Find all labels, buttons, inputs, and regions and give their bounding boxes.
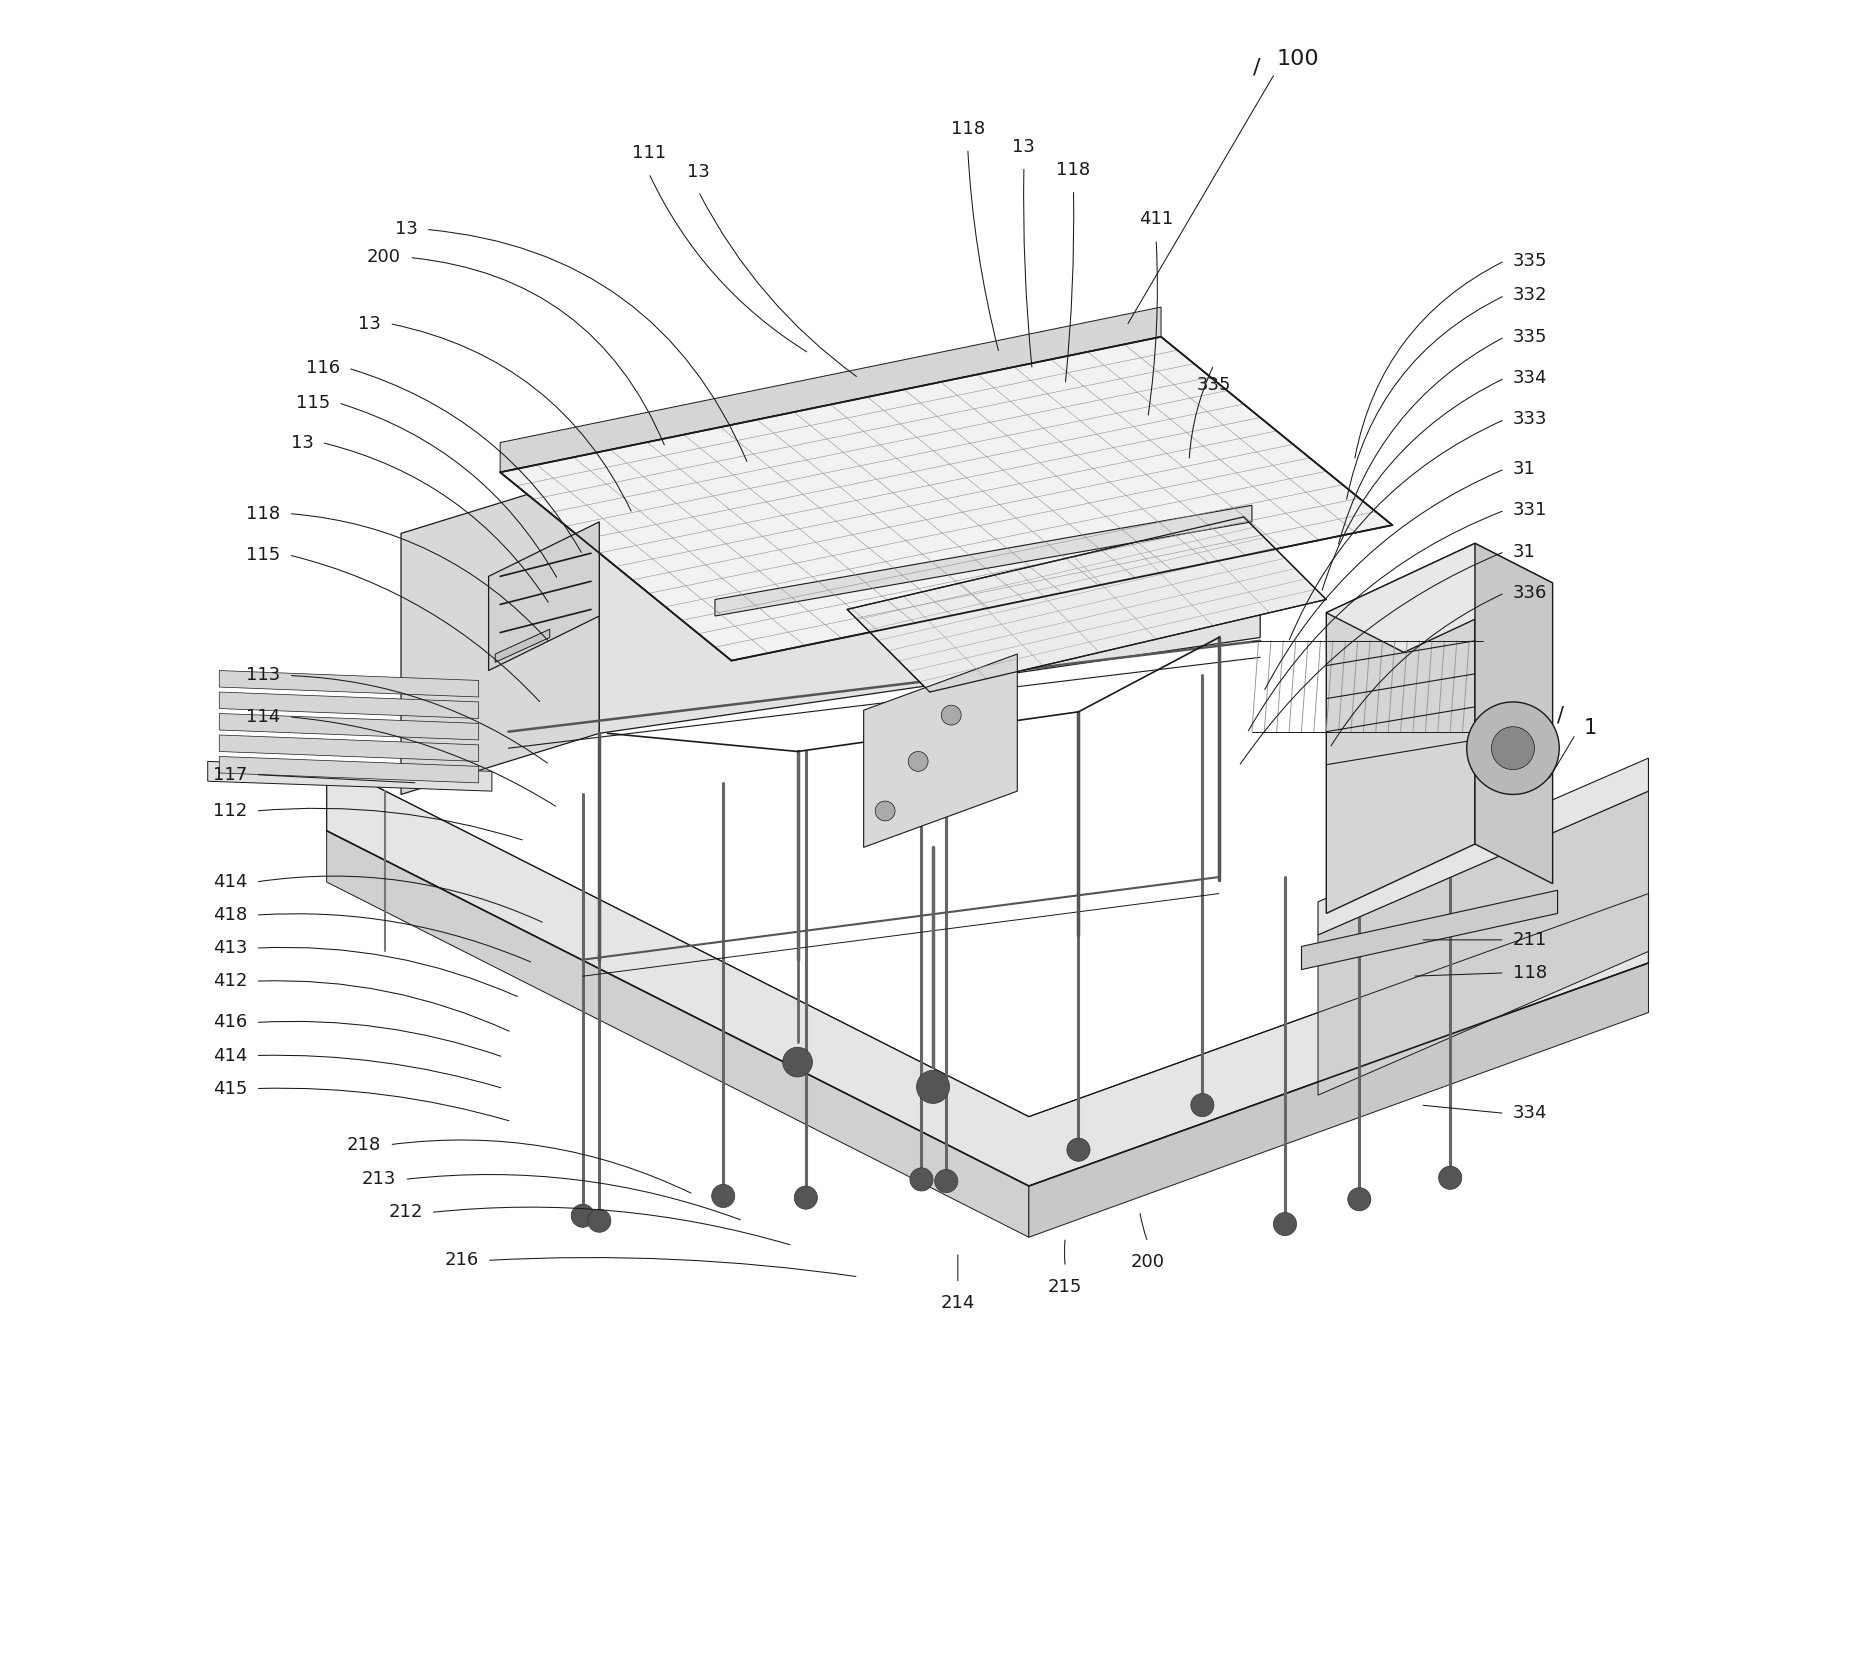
Polygon shape xyxy=(401,472,598,794)
Circle shape xyxy=(1467,702,1559,794)
Text: /: / xyxy=(1557,705,1565,725)
Circle shape xyxy=(711,1185,735,1208)
Circle shape xyxy=(1491,727,1535,770)
Text: 13: 13 xyxy=(358,314,381,333)
Text: 335: 335 xyxy=(1512,328,1548,346)
Text: 13: 13 xyxy=(1013,137,1036,156)
Text: 115: 115 xyxy=(296,394,330,412)
Text: 214: 214 xyxy=(940,1294,976,1312)
Text: 13: 13 xyxy=(687,162,709,180)
Text: 335: 335 xyxy=(1197,376,1231,394)
Text: 412: 412 xyxy=(214,971,248,990)
Text: 212: 212 xyxy=(388,1203,422,1221)
Text: 332: 332 xyxy=(1512,286,1548,305)
Polygon shape xyxy=(495,629,550,662)
Polygon shape xyxy=(1475,543,1553,884)
Text: 336: 336 xyxy=(1512,584,1548,602)
Circle shape xyxy=(1347,1188,1371,1211)
Circle shape xyxy=(782,1048,812,1077)
Text: 118: 118 xyxy=(951,119,985,137)
Text: 31: 31 xyxy=(1512,460,1536,478)
Text: 413: 413 xyxy=(214,938,248,957)
Polygon shape xyxy=(1319,758,1649,935)
Text: 1: 1 xyxy=(1583,718,1596,738)
Text: 331: 331 xyxy=(1512,501,1548,520)
Text: 414: 414 xyxy=(214,1046,248,1064)
Circle shape xyxy=(794,1187,818,1210)
Text: 334: 334 xyxy=(1512,1104,1548,1122)
Text: 211: 211 xyxy=(1512,930,1548,948)
Circle shape xyxy=(917,1071,949,1104)
Text: 335: 335 xyxy=(1512,252,1548,270)
Polygon shape xyxy=(1319,791,1649,1096)
Text: 215: 215 xyxy=(1049,1278,1082,1296)
Polygon shape xyxy=(488,521,598,670)
Circle shape xyxy=(934,1170,959,1193)
Text: 100: 100 xyxy=(1278,50,1319,70)
Polygon shape xyxy=(219,692,478,718)
Text: 117: 117 xyxy=(214,766,248,783)
Circle shape xyxy=(876,801,895,821)
Polygon shape xyxy=(598,460,1261,733)
Polygon shape xyxy=(326,761,1649,1187)
Text: 113: 113 xyxy=(246,667,280,685)
Polygon shape xyxy=(848,516,1326,692)
Polygon shape xyxy=(326,831,1028,1238)
Text: 213: 213 xyxy=(362,1170,396,1188)
Text: 116: 116 xyxy=(306,359,340,377)
Text: 414: 414 xyxy=(214,874,248,890)
Polygon shape xyxy=(715,505,1251,616)
Polygon shape xyxy=(1326,543,1475,914)
Polygon shape xyxy=(208,761,492,791)
Circle shape xyxy=(1439,1167,1461,1190)
Text: 13: 13 xyxy=(291,434,313,452)
Polygon shape xyxy=(219,735,478,761)
Text: 111: 111 xyxy=(632,144,666,162)
Text: 118: 118 xyxy=(1056,161,1090,179)
Text: 218: 218 xyxy=(347,1135,381,1154)
Text: 416: 416 xyxy=(214,1013,248,1031)
Text: 114: 114 xyxy=(246,708,280,727)
Text: 415: 415 xyxy=(214,1079,248,1097)
Circle shape xyxy=(1191,1094,1214,1117)
Text: 112: 112 xyxy=(214,803,248,819)
Circle shape xyxy=(587,1210,612,1233)
Circle shape xyxy=(908,751,929,771)
Text: 418: 418 xyxy=(214,905,248,923)
Polygon shape xyxy=(863,654,1017,847)
Polygon shape xyxy=(1302,890,1557,970)
Circle shape xyxy=(942,705,961,725)
Circle shape xyxy=(570,1205,595,1228)
Text: 31: 31 xyxy=(1512,543,1536,561)
Text: 200: 200 xyxy=(1131,1253,1165,1271)
Circle shape xyxy=(1274,1213,1296,1236)
Circle shape xyxy=(910,1168,932,1192)
Polygon shape xyxy=(219,670,478,697)
Polygon shape xyxy=(501,336,1392,660)
Text: 118: 118 xyxy=(246,505,280,523)
Polygon shape xyxy=(1028,963,1649,1238)
Polygon shape xyxy=(1326,543,1553,652)
Text: 411: 411 xyxy=(1139,210,1172,228)
Text: 334: 334 xyxy=(1512,369,1548,387)
Polygon shape xyxy=(219,713,478,740)
Text: /: / xyxy=(1253,58,1261,78)
Text: 216: 216 xyxy=(445,1251,478,1269)
Text: 118: 118 xyxy=(1512,963,1548,981)
Text: 200: 200 xyxy=(368,248,401,266)
Text: 333: 333 xyxy=(1512,410,1548,429)
Text: 13: 13 xyxy=(394,220,418,238)
Polygon shape xyxy=(501,308,1161,472)
Text: 115: 115 xyxy=(246,546,280,564)
Polygon shape xyxy=(219,756,478,783)
Circle shape xyxy=(1067,1139,1090,1162)
